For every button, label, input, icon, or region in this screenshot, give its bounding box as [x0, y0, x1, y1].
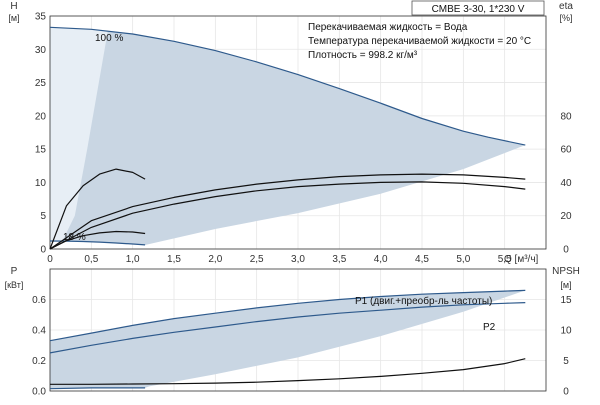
axis-layer: 05101520253035020406080H[м]eta[%]0.00.20… — [5, 1, 580, 398]
envelope-upper — [50, 27, 526, 245]
lower-series-1 — [49, 302, 526, 354]
lower-y-tick-3: 0.6 — [32, 295, 46, 306]
upper-y-tick-0: 0 — [40, 245, 46, 256]
upper-y-tick-7: 35 — [35, 12, 47, 23]
annotation-18: 18 % — [63, 232, 86, 243]
label-layer: CMBE 3-30, 1*230 V Перекачиваемая жидкос… — [63, 0, 545, 333]
lower-y-tick-2: 0.4 — [32, 326, 46, 337]
upper-x-tick-9: 4,5 — [415, 254, 429, 265]
series-layer — [49, 26, 526, 390]
lower-y-tick-1: 0.2 — [32, 356, 46, 367]
upper-y-tick-4: 20 — [35, 111, 47, 122]
lower-ylabel-unit: [кВт] — [5, 280, 24, 290]
legend-p1: P1 (двиг.+преобр-ль частоты) — [355, 295, 492, 307]
upper-y-right-tick-4: 80 — [560, 111, 572, 122]
upper-x-tick-10: 5,0 — [456, 254, 470, 265]
lower-series-2 — [49, 387, 146, 390]
upper-ylabel-right-name: eta — [559, 1, 573, 12]
lower-y-tick-0: 0.0 — [32, 387, 46, 398]
upper-y-right-tick-1: 20 — [560, 211, 572, 222]
upper-ylabel-right-unit: [%] — [559, 13, 572, 23]
upper-x-tick-1: 0,5 — [84, 254, 98, 265]
upper-y-right-tick-3: 60 — [560, 145, 572, 156]
upper-y-tick-2: 10 — [35, 178, 47, 189]
info-liquid: Перекачиваемая жидкость = Вода — [308, 22, 468, 33]
upper-y-tick-6: 30 — [35, 45, 47, 56]
title-box — [411, 0, 545, 16]
legend-p2: P2 — [483, 322, 496, 333]
upper-y-tick-1: 5 — [40, 211, 46, 222]
annotation-100: 100 % — [95, 33, 123, 44]
lower-ylabel-right-name: NPSH — [552, 266, 580, 277]
upper-x-tick-2: 1,0 — [126, 254, 140, 265]
upper-series-5 — [49, 230, 146, 250]
info-density: Плотность = 998.2 кг/м³ — [308, 50, 418, 61]
lower-ylabel-right-unit: [м] — [560, 280, 571, 290]
info-temperature: Температура перекачиваемой жидкости = 20… — [308, 36, 531, 47]
upper-y-right-tick-0: 0 — [563, 245, 569, 256]
lower-y-right-tick-0: 0 — [563, 387, 569, 398]
upper-series-2 — [49, 173, 526, 250]
upper-x-tick-11: 5,5 — [498, 254, 512, 265]
lower-ylabel-name: P — [11, 266, 18, 277]
upper-frame — [49, 15, 547, 250]
upper-x-tick-7: 3,5 — [332, 254, 346, 265]
upper-series-0 — [49, 26, 526, 146]
upper-x-tick-0: 0 — [47, 254, 53, 265]
envelope-layer — [50, 27, 526, 389]
upper-y-right-tick-2: 40 — [560, 178, 572, 189]
lower-y-right-tick-3: 15 — [560, 295, 572, 306]
lower-y-right-tick-1: 5 — [563, 356, 569, 367]
upper-series-3 — [49, 181, 526, 250]
lower-y-right-tick-2: 10 — [560, 326, 572, 337]
upper-y-tick-3: 15 — [35, 145, 47, 156]
upper-x-tick-4: 2,0 — [208, 254, 222, 265]
chart-title: CMBE 3-30, 1*230 V — [432, 4, 525, 15]
upper-ylabel-name: H — [10, 1, 17, 12]
envelope-lower — [50, 290, 526, 389]
envelope-upper-light — [50, 27, 108, 241]
upper-x-tick-5: 2,5 — [250, 254, 264, 265]
upper-x-tick-3: 1,5 — [167, 254, 181, 265]
upper-y-tick-5: 25 — [35, 78, 47, 89]
lower-frame — [49, 268, 547, 392]
upper-series-4 — [49, 168, 146, 250]
lower-series-0 — [49, 289, 526, 342]
upper-x-tick-6: 3,0 — [291, 254, 305, 265]
upper-xlabel: Q [м³/ч] — [504, 254, 539, 265]
lower-series-3 — [50, 358, 526, 385]
upper-x-tick-8: 4,0 — [374, 254, 388, 265]
upper-ylabel-unit: [м] — [8, 13, 19, 23]
